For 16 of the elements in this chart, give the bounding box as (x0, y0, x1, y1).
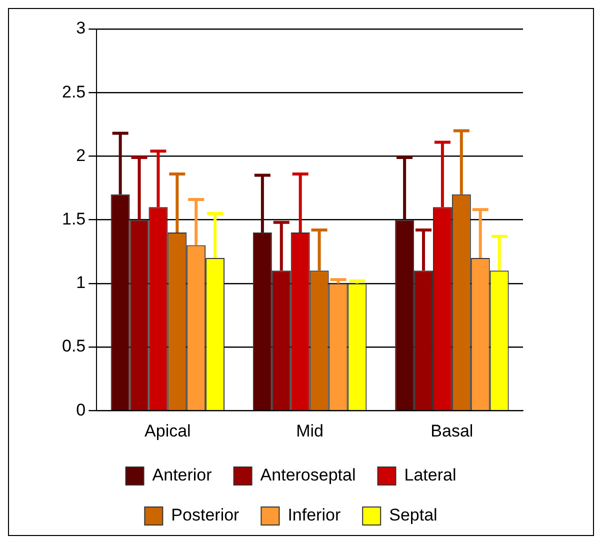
legend-label: Lateral (404, 466, 456, 485)
y-tick-label: 1 (76, 273, 86, 292)
legend-label: Inferior (288, 506, 341, 525)
legend-label: Septal (389, 506, 438, 525)
x-tick-label: Mid (296, 421, 324, 440)
y-tick-label: 2 (76, 146, 86, 165)
y-tick-label: 0.5 (62, 336, 86, 356)
y-tick-label: 3 (76, 18, 86, 38)
legend-label: Anteroseptal (260, 466, 356, 485)
legend-label: Anterior (152, 466, 212, 485)
x-tick-label: Apical (144, 421, 191, 440)
legend-label: Posterior (171, 506, 240, 525)
y-tick-label: 1.5 (62, 209, 86, 228)
x-tick-label: Basal (430, 421, 474, 440)
y-tick-label: 2.5 (62, 82, 86, 102)
y-tick-label: 0 (76, 400, 86, 420)
